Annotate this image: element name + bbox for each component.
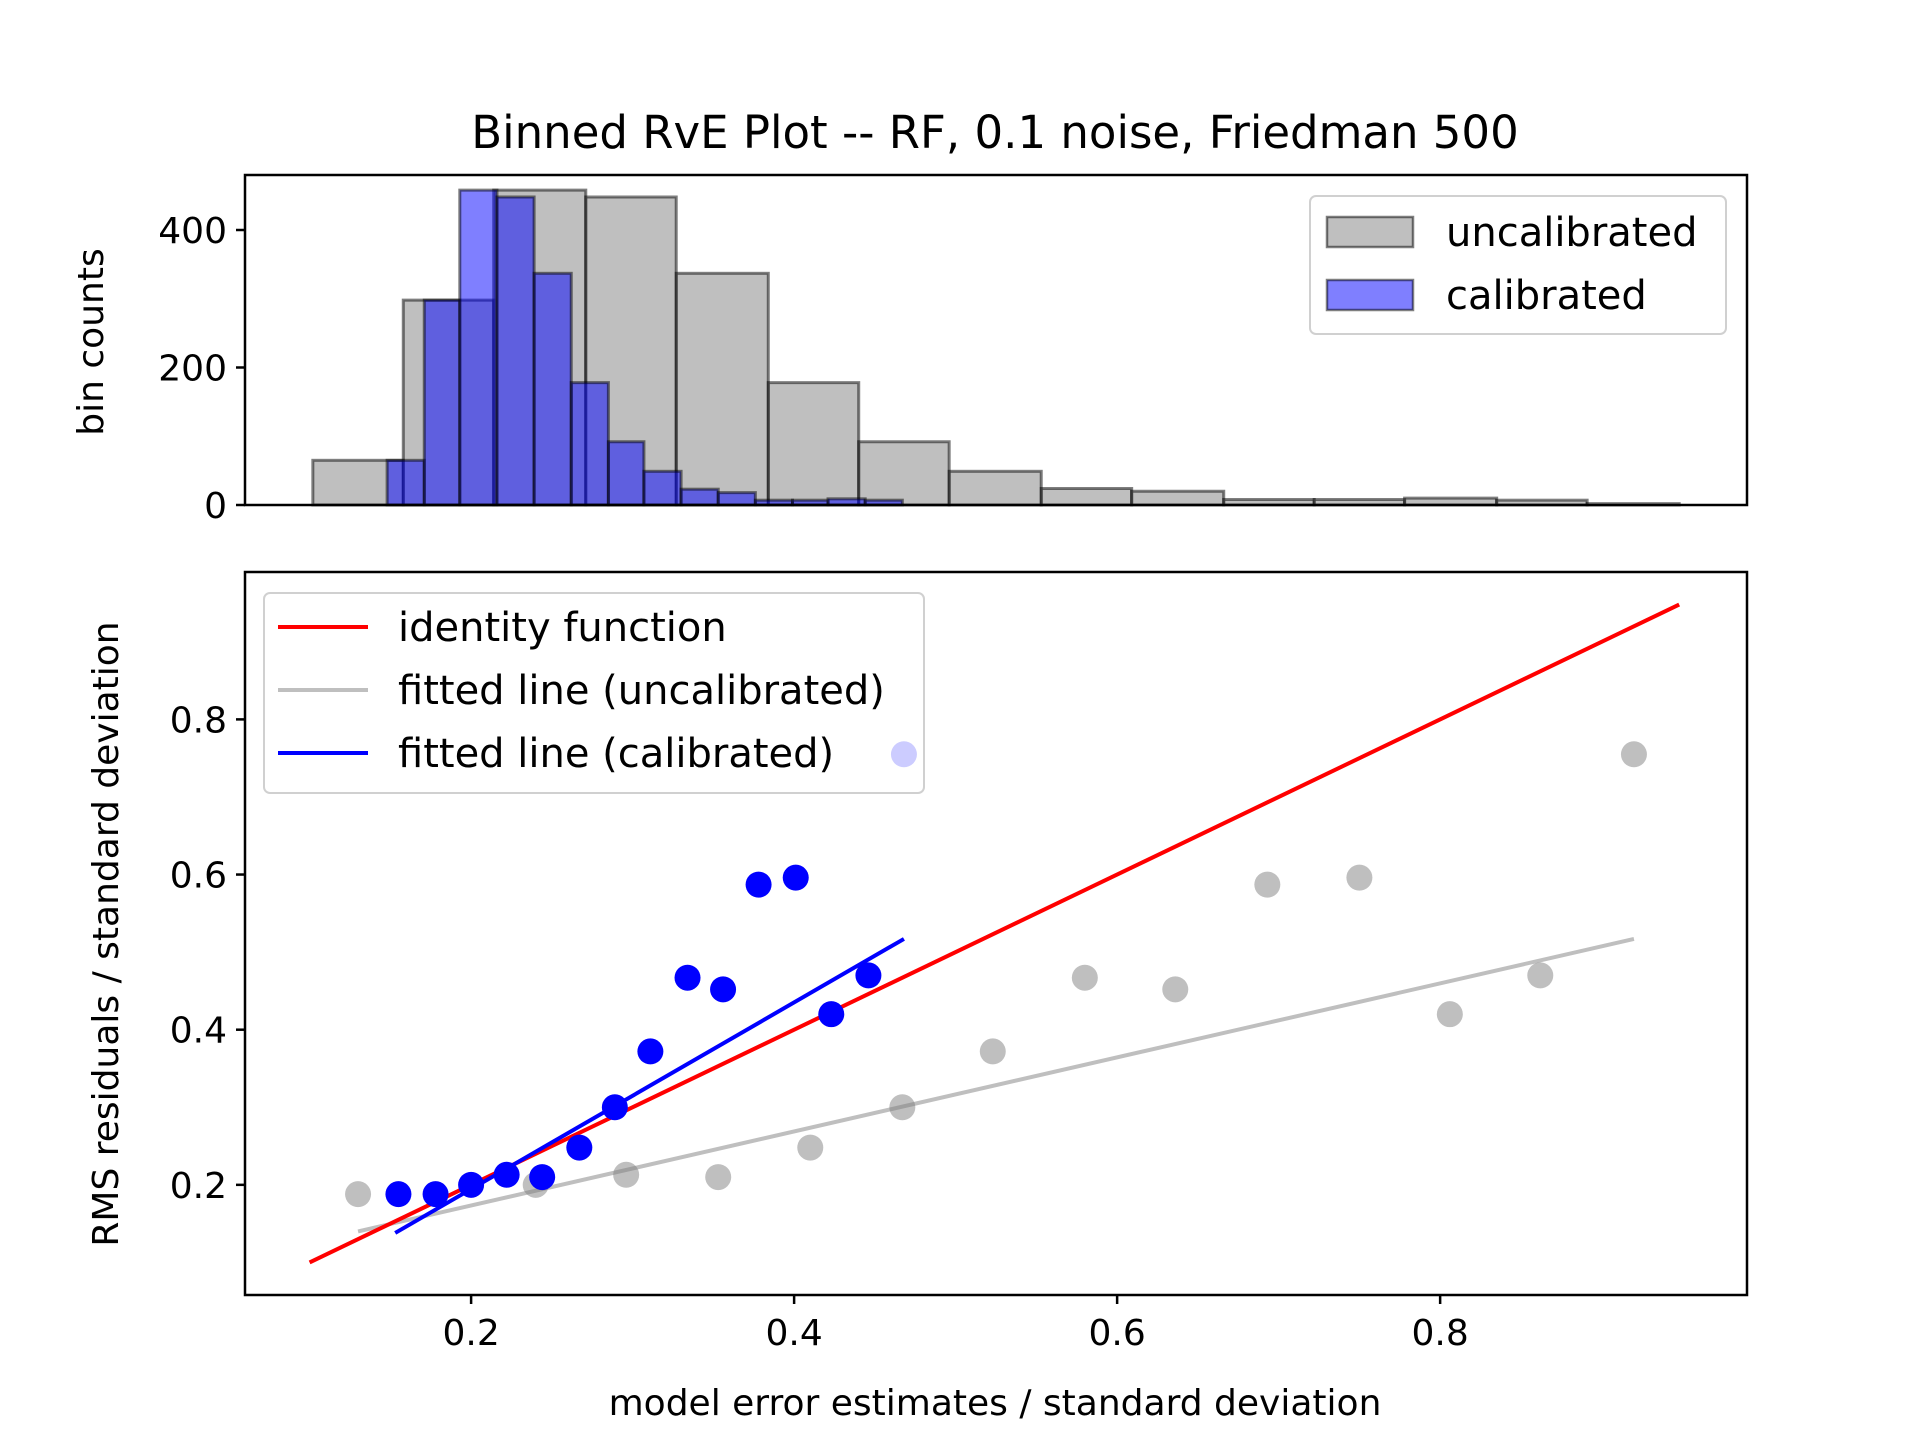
y-axis-label: RMS residuals / standard deviation xyxy=(86,621,127,1246)
uncalibrated-points-point xyxy=(705,1164,732,1191)
uncalibrated-points-point xyxy=(345,1181,372,1208)
scatter-frame xyxy=(243,570,1749,1297)
x-tick-label: 0.6 xyxy=(1088,1313,1145,1354)
histogram-bar-uncalibrated-9 xyxy=(1130,489,1226,507)
histogram-bar-calibrated-3 xyxy=(495,195,536,507)
calibrated-points-point xyxy=(385,1181,412,1208)
histogram-y-tick-label: 0 xyxy=(204,486,227,527)
legend-label-uncalibrated: uncalibrated xyxy=(1446,210,1697,256)
calibrated-points-point xyxy=(674,964,701,991)
scatter-x-ticks: 0.2 0.4 0.6 0.8 xyxy=(442,1295,1469,1354)
histogram-bar-calibrated-7 xyxy=(642,469,683,507)
calibrated-points-point xyxy=(855,962,882,989)
calibrated-points-point xyxy=(818,1001,845,1028)
histogram-bar-uncalibrated-7 xyxy=(947,469,1043,507)
histogram-frame xyxy=(243,173,1749,507)
histogram-y-tick-label: 400 xyxy=(158,211,227,252)
legend-swatch-uncalibrated xyxy=(1325,215,1415,249)
legend-label-calibrated: calibrated xyxy=(1446,273,1647,319)
uncalibrated-points-point xyxy=(613,1161,640,1188)
scatter-y-ticks: 0.2 0.4 0.6 0.8 xyxy=(170,700,245,1207)
histogram-y-ticks: 0 200 400 xyxy=(158,211,245,527)
histogram-y-tick-label: 200 xyxy=(158,349,227,390)
uncalibrated-points-point xyxy=(1254,871,1281,898)
histogram-bar-calibrated-6 xyxy=(606,440,646,507)
histogram-bar-calibrated-8 xyxy=(679,487,720,507)
histogram-legend: uncalibrated calibrated xyxy=(1309,195,1727,335)
uncalibrated-points-point xyxy=(1346,864,1373,891)
calibrated-points-point xyxy=(745,871,772,898)
legend-overlap-point xyxy=(890,741,917,768)
scatter-overlay-points xyxy=(890,741,917,768)
legend-swatch-calibrated xyxy=(1325,278,1415,312)
uncalibrated-points-point xyxy=(797,1134,824,1161)
calibrated-points-point xyxy=(782,864,809,891)
histogram-bar-calibrated-4 xyxy=(532,271,573,507)
x-tick-label: 0.2 xyxy=(442,1313,499,1354)
histogram-bar-uncalibrated-5 xyxy=(766,381,861,507)
calibrated-points-point xyxy=(422,1181,449,1208)
uncalibrated-points-point xyxy=(1162,976,1189,1003)
chart-title: Binned RvE Plot -- RF, 0.1 noise, Friedm… xyxy=(471,106,1518,159)
legend-label-fitted-uncalibrated: fitted line (uncalibrated) xyxy=(398,668,885,714)
histogram-y-label: bin counts xyxy=(71,248,112,435)
histogram-panel: Binned RvE Plot -- RF, 0.1 noise, Friedm… xyxy=(71,106,1749,527)
legend-label-identity: identity function xyxy=(398,605,727,651)
histogram-bar-calibrated-5 xyxy=(569,381,610,507)
uncalibrated-points-point xyxy=(979,1038,1006,1065)
line-fitted-line-uncalibrated- xyxy=(357,936,1635,1234)
x-tick-label: 0.8 xyxy=(1412,1313,1469,1354)
histogram-bar-uncalibrated-8 xyxy=(1039,487,1134,507)
histogram-bar-calibrated-2 xyxy=(458,188,499,507)
calibrated-points-point xyxy=(710,976,737,1003)
calibrated-points-point xyxy=(458,1171,485,1198)
scatter-panel: 0.2 0.4 0.6 0.8 0.2 0.4 0.6 0.8 model error es… xyxy=(86,570,1749,1424)
legend-label-fitted-calibrated: fitted line (calibrated) xyxy=(398,731,834,777)
uncalibrated-points-point xyxy=(1620,741,1647,768)
y-tick-label: 0.8 xyxy=(170,700,227,741)
y-tick-label: 0.6 xyxy=(170,856,227,897)
uncalibrated-points-point xyxy=(1071,964,1098,991)
scatter-points xyxy=(345,741,1647,1208)
uncalibrated-points-point xyxy=(1527,962,1554,989)
histogram-bar-uncalibrated-6 xyxy=(857,440,951,507)
histogram-bar-calibrated-1 xyxy=(422,298,462,507)
y-tick-label: 0.4 xyxy=(170,1011,227,1052)
histogram-bar-calibrated-0 xyxy=(385,458,426,507)
histogram-bar-uncalibrated-4 xyxy=(674,271,770,507)
uncalibrated-points-point xyxy=(889,1094,916,1121)
x-tick-label: 0.4 xyxy=(765,1313,822,1354)
calibrated-points-point xyxy=(601,1094,628,1121)
calibrated-points-point xyxy=(566,1134,593,1161)
scatter-legend: identity function fitted line (uncalibra… xyxy=(263,592,925,794)
scatter-legend-box xyxy=(263,592,925,794)
histogram-bars xyxy=(311,188,1681,507)
calibrated-points-point xyxy=(637,1038,664,1065)
y-tick-label: 0.2 xyxy=(170,1166,227,1207)
histogram-bar-calibrated-9 xyxy=(716,491,757,507)
calibrated-points-point xyxy=(493,1161,520,1188)
uncalibrated-points-point xyxy=(1436,1001,1463,1028)
calibrated-points-point xyxy=(529,1164,556,1191)
x-axis-label: model error estimates / standard deviati… xyxy=(609,1383,1382,1424)
